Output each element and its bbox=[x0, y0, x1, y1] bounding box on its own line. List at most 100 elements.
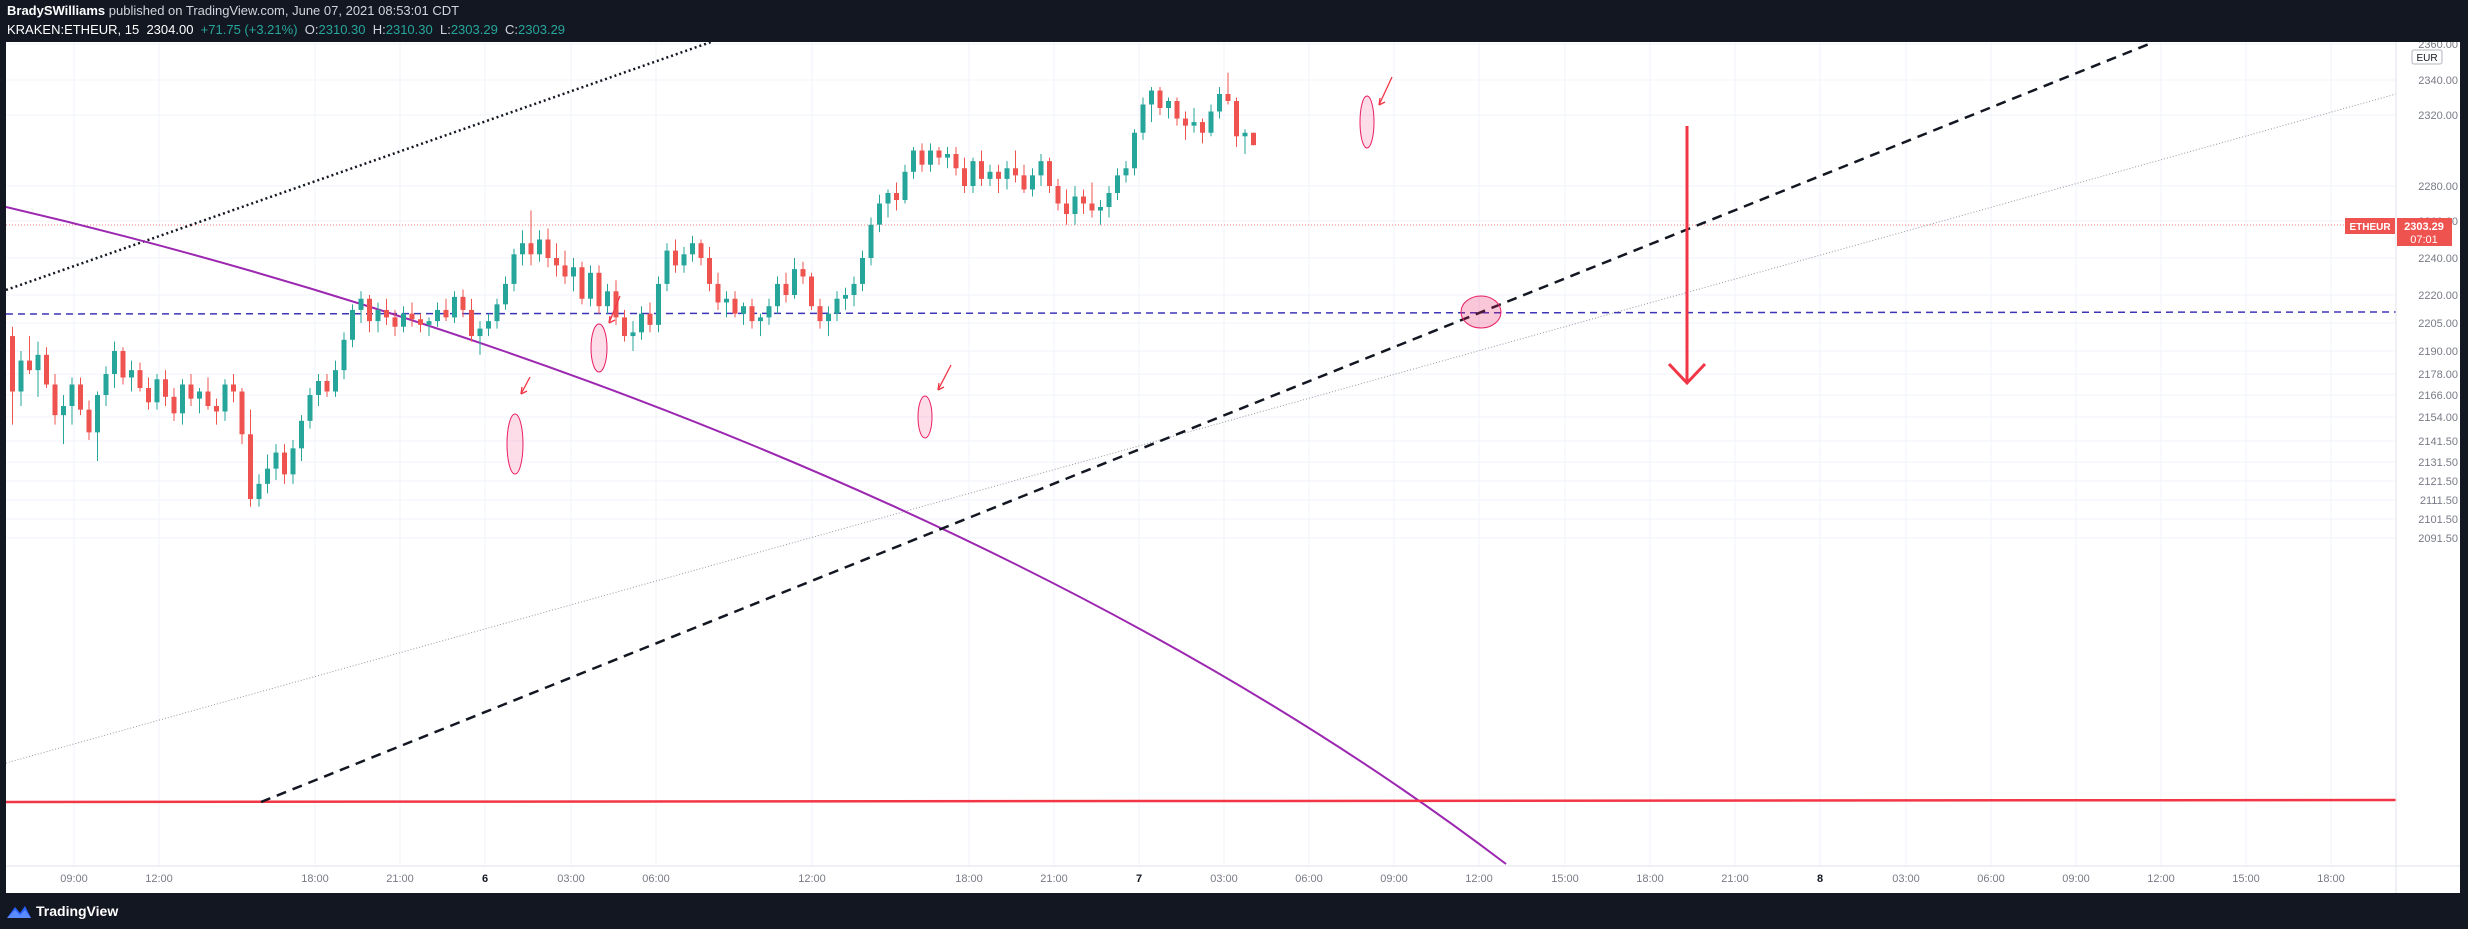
y-tick-label: 2111.50 bbox=[2420, 495, 2458, 507]
open-value: 2310.30 bbox=[318, 22, 366, 37]
chart-header: BradySWilliams published on TradingView.… bbox=[0, 0, 2468, 42]
candle-body bbox=[1072, 196, 1078, 214]
x-tick-label: 7 bbox=[1136, 873, 1142, 885]
x-tick-label: 18:00 bbox=[2317, 873, 2345, 885]
y-tick-label: 2121.50 bbox=[2418, 476, 2458, 488]
candle-body bbox=[919, 150, 925, 165]
candle-body bbox=[256, 483, 262, 500]
footer-bar: TradingView bbox=[0, 893, 2468, 929]
candle-body bbox=[783, 283, 789, 295]
candle-body bbox=[520, 243, 525, 255]
candle-body bbox=[511, 254, 517, 284]
candle-body bbox=[1123, 168, 1129, 176]
candle-body bbox=[545, 239, 551, 258]
y-tick-label: 2166.00 bbox=[2418, 390, 2458, 402]
candle-body bbox=[1208, 111, 1214, 133]
candle-body bbox=[970, 161, 976, 186]
candle-body bbox=[843, 295, 848, 299]
marker-arrowhead bbox=[937, 382, 945, 391]
highlight-ellipse bbox=[917, 395, 933, 439]
candle-body bbox=[248, 434, 253, 500]
target-arrowhead bbox=[1667, 362, 1707, 386]
candle-body bbox=[817, 306, 823, 322]
candle-body bbox=[494, 304, 500, 322]
candle-body bbox=[1004, 168, 1010, 179]
candle-body bbox=[222, 384, 228, 412]
y-tick-label: 2178.00 bbox=[2418, 369, 2458, 381]
candle-body bbox=[1013, 168, 1018, 176]
candle-body bbox=[163, 379, 168, 397]
candle-body bbox=[52, 384, 58, 416]
candle-body bbox=[1106, 193, 1112, 207]
currency-label: EUR bbox=[2416, 53, 2437, 64]
y-tick-label: 2360.00 bbox=[2418, 42, 2458, 51]
marker-arrow bbox=[937, 364, 952, 391]
candle-body bbox=[239, 391, 245, 435]
chart-area[interactable]: 2360.002340.002320.002280.002260.002240.… bbox=[6, 42, 2460, 893]
retest-ellipse bbox=[1460, 295, 1502, 329]
candle-body bbox=[741, 306, 746, 314]
candle-body bbox=[86, 409, 92, 433]
tradingview-brand[interactable]: TradingView bbox=[36, 903, 119, 919]
candle-body bbox=[367, 298, 372, 322]
candle-body bbox=[375, 309, 381, 322]
candle-body bbox=[868, 224, 874, 258]
candle-body bbox=[120, 351, 126, 378]
candle-body bbox=[1157, 90, 1163, 108]
candle-body bbox=[834, 298, 840, 314]
y-tick-label: 2154.00 bbox=[2418, 412, 2458, 424]
support-line bbox=[6, 798, 2397, 804]
candle-body bbox=[775, 283, 780, 307]
axes-layer: 2360.002340.002320.002280.002260.002240.… bbox=[6, 42, 2460, 893]
candle-body bbox=[146, 388, 151, 403]
candle-body bbox=[282, 452, 287, 475]
publish-line: BradySWilliams published on TradingView.… bbox=[7, 3, 459, 18]
candle-body bbox=[562, 265, 568, 277]
open-label: O: bbox=[304, 22, 319, 37]
candle-body bbox=[503, 283, 508, 305]
candle-body bbox=[10, 336, 15, 392]
candle-body bbox=[885, 193, 891, 204]
x-tick-label: 21:00 bbox=[1721, 873, 1749, 885]
y-tick-label: 2280.00 bbox=[2418, 181, 2458, 193]
drawings-back bbox=[6, 42, 2397, 865]
last-price-text: 2303.29 bbox=[2404, 221, 2444, 233]
highlight-ellipse bbox=[506, 413, 524, 475]
x-tick-label: 12:00 bbox=[145, 873, 173, 885]
candle-body bbox=[800, 269, 806, 277]
candlestick-chart[interactable]: 2360.002340.002320.002280.002260.002240.… bbox=[6, 42, 2460, 893]
author-name[interactable]: BradySWilliams bbox=[7, 3, 106, 18]
candle-body bbox=[902, 171, 908, 200]
candle-body bbox=[214, 406, 219, 412]
x-tick-label: 15:00 bbox=[2232, 873, 2260, 885]
candle-body bbox=[435, 309, 440, 322]
candle-body bbox=[1149, 90, 1154, 105]
dashed-trendline bbox=[260, 42, 2155, 804]
candle-body bbox=[324, 381, 330, 392]
candle-body bbox=[384, 309, 389, 318]
candle-body bbox=[409, 313, 415, 320]
candle-body bbox=[698, 243, 704, 258]
x-tick-label: 06:00 bbox=[1295, 873, 1323, 885]
y-tick-label: 2141.50 bbox=[2418, 436, 2458, 448]
candle-body bbox=[766, 306, 772, 318]
candle-body bbox=[588, 272, 593, 299]
candle-body bbox=[792, 269, 797, 295]
candle-body bbox=[1055, 186, 1061, 204]
x-tick-label: 21:00 bbox=[386, 873, 414, 885]
symbol-label[interactable]: KRAKEN:ETHEUR, 15 bbox=[7, 22, 140, 37]
candle-body bbox=[1174, 101, 1180, 119]
candle-body bbox=[452, 296, 457, 318]
candle-body bbox=[877, 203, 882, 225]
candle-body bbox=[69, 384, 75, 406]
close-value: 2303.29 bbox=[518, 22, 566, 37]
publish-text: published on TradingView.com, June 07, 2… bbox=[108, 3, 460, 18]
tradingview-logo-icon[interactable] bbox=[6, 902, 32, 920]
candle-body bbox=[715, 283, 721, 303]
x-tick-label: 18:00 bbox=[301, 873, 329, 885]
candle-body bbox=[528, 243, 534, 255]
x-tick-label: 06:00 bbox=[1977, 873, 2005, 885]
candle-body bbox=[44, 354, 49, 385]
countdown-text: 07:01 bbox=[2410, 234, 2438, 246]
marker-arrow bbox=[1378, 76, 1393, 106]
